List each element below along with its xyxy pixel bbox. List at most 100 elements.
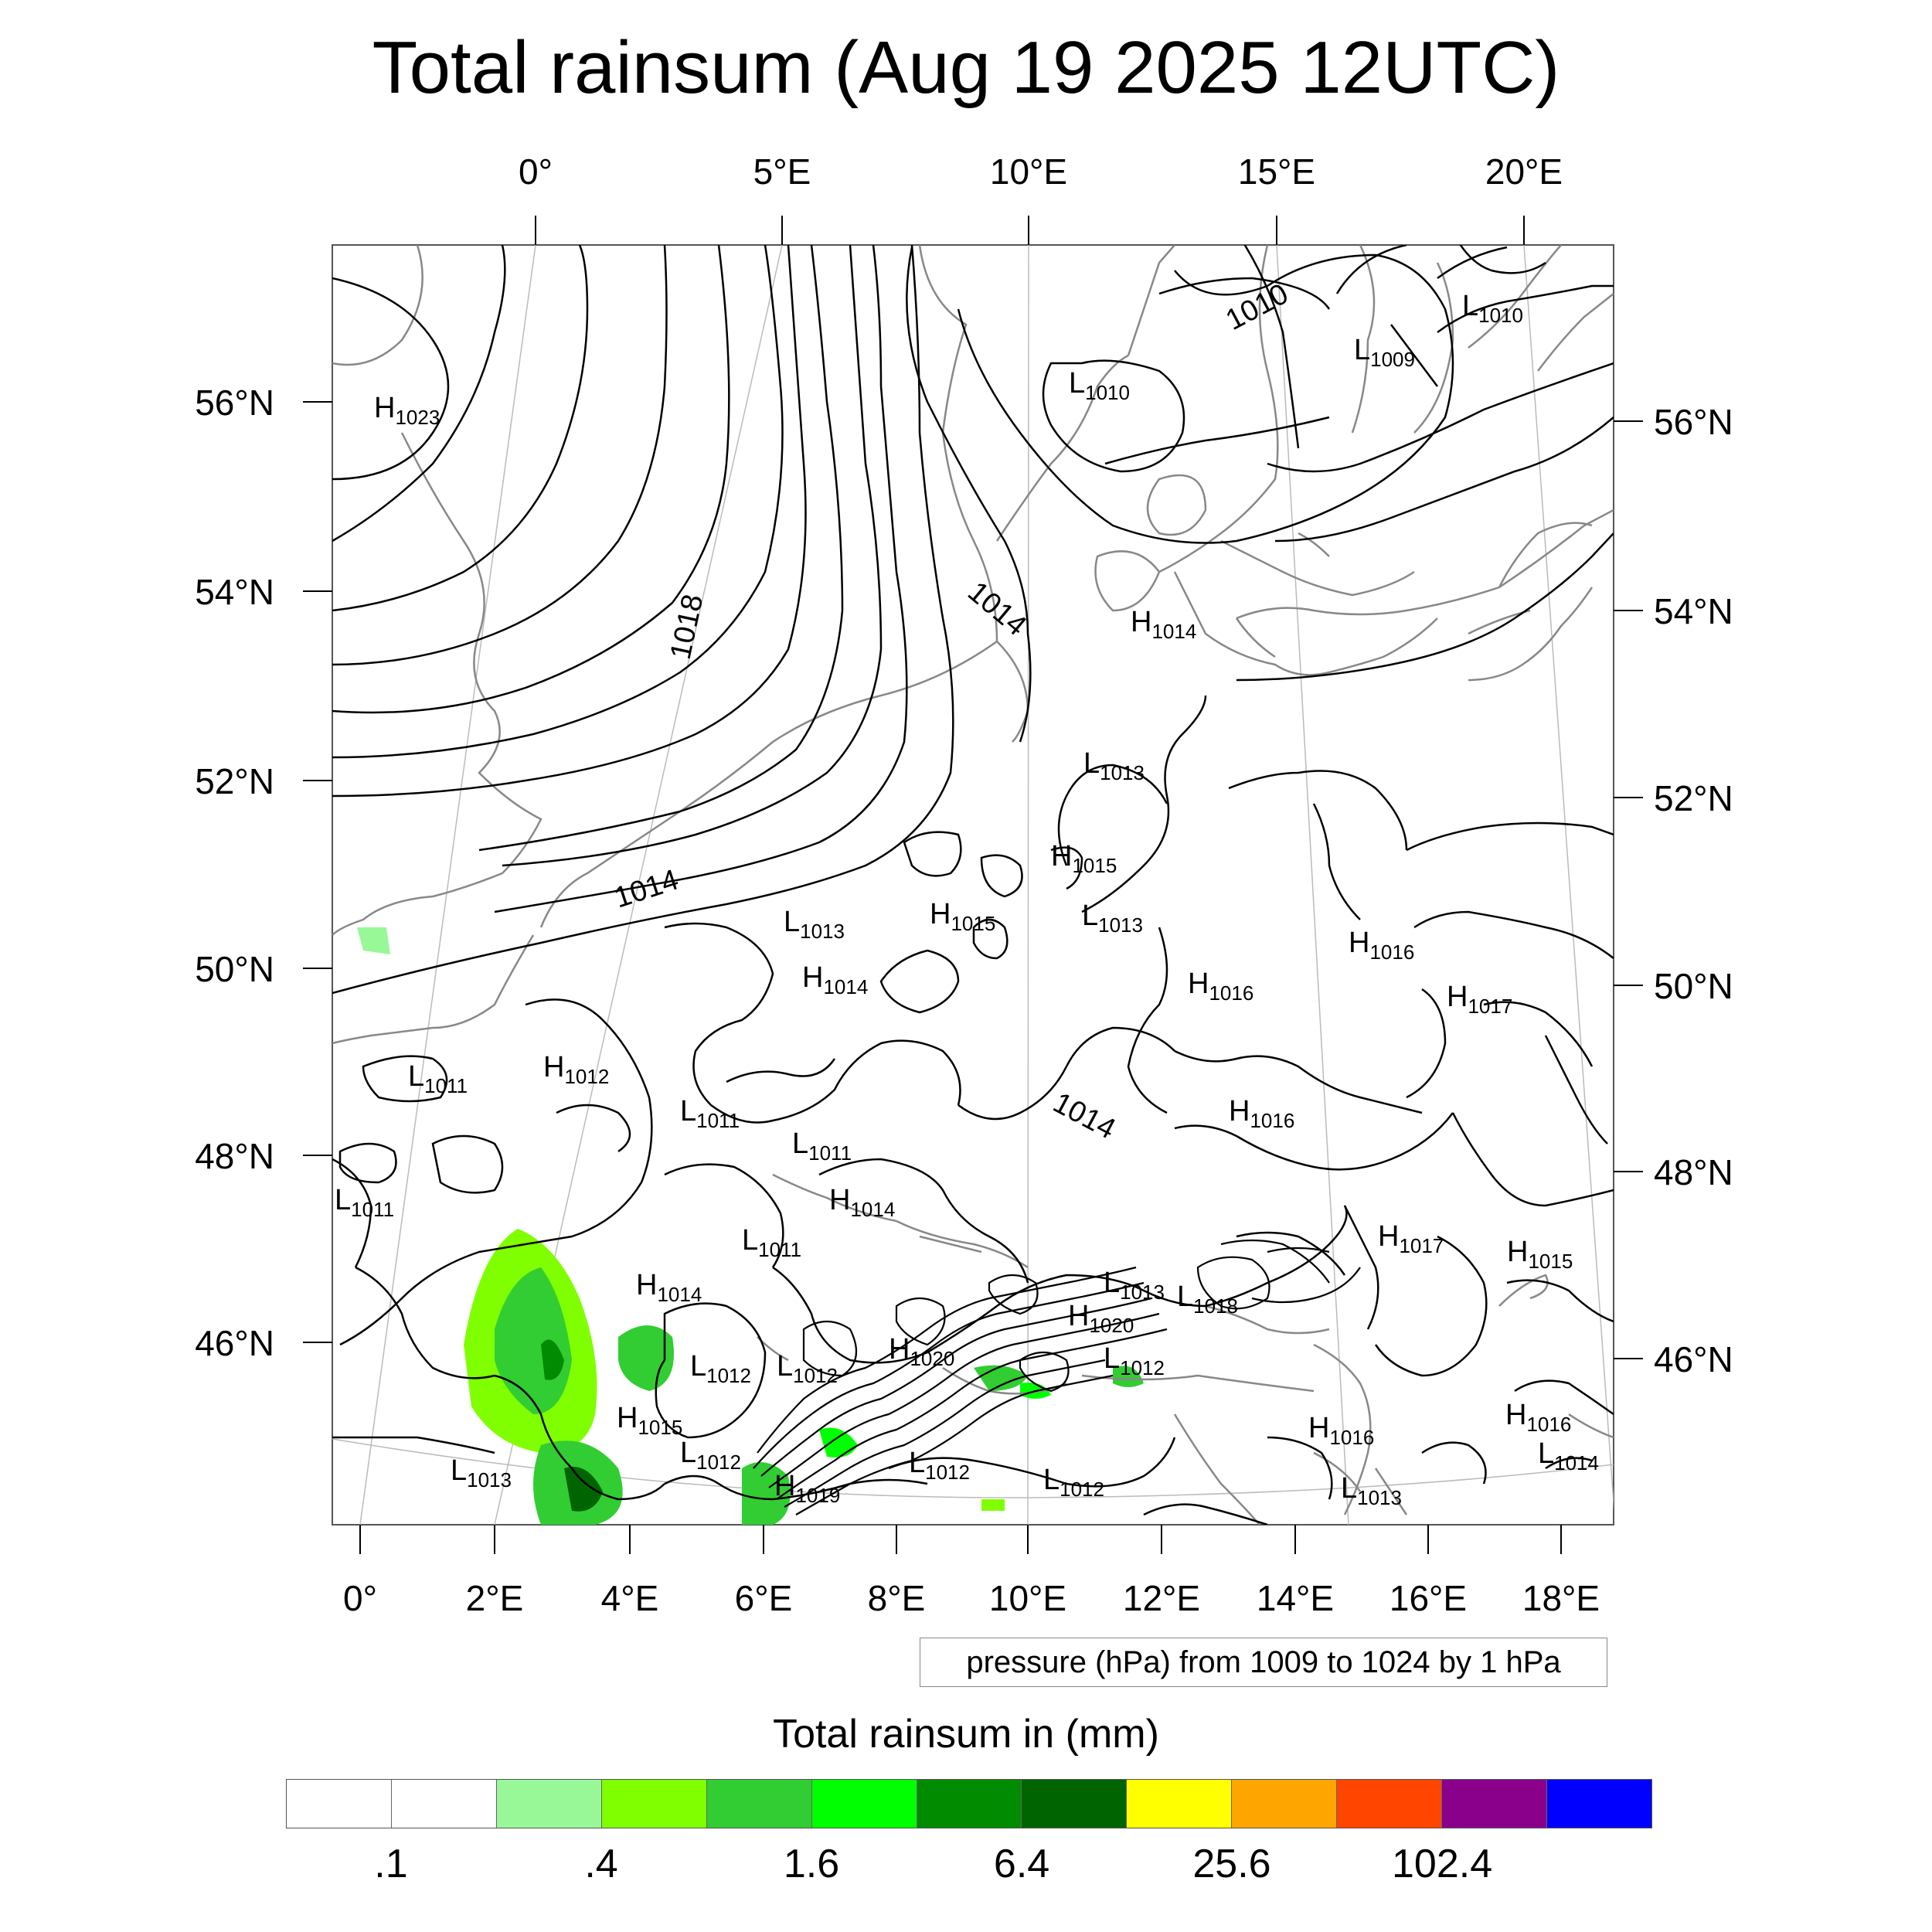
- bottom-lon-label: 8°E: [868, 1578, 926, 1618]
- pressure-center-high: H1012: [543, 1051, 609, 1088]
- bottom-lon-label: 18°E: [1522, 1578, 1600, 1618]
- pressure-center-high: H1014: [829, 1184, 895, 1221]
- pressure-center-high: H1017: [1447, 981, 1512, 1018]
- right-lat-label: 46°N: [1654, 1339, 1733, 1379]
- right-latitude-labels: 56°N 54°N 52°N 50°N 48°N 46°N: [1654, 402, 1733, 1379]
- colorbar-label: 6.4: [993, 1842, 1050, 1886]
- left-lat-label: 52°N: [195, 761, 274, 801]
- rain-area-jura: [618, 1325, 674, 1391]
- pressure-center-high: H1020: [889, 1333, 954, 1370]
- colorbar-label: 1.6: [783, 1842, 840, 1886]
- colorbar-swatch: [1337, 1780, 1443, 1828]
- pressure-center-low: L1013: [451, 1454, 512, 1492]
- bottom-lon-label: 6°E: [735, 1578, 793, 1618]
- pressure-center-low: L1013: [1083, 747, 1145, 784]
- pressure-center-high: H1014: [1131, 606, 1196, 643]
- left-lat-label: 46°N: [195, 1323, 274, 1363]
- bottom-lon-label: 14°E: [1257, 1578, 1334, 1618]
- bottom-lon-label: 12°E: [1123, 1578, 1200, 1618]
- left-lat-label: 50°N: [195, 949, 274, 989]
- axis-ticks: [303, 216, 1643, 1554]
- colorbar-swatch: [1127, 1780, 1233, 1828]
- pressure-center-low: L1018: [1177, 1281, 1238, 1318]
- rain-area-alps-2: [974, 1365, 1028, 1391]
- top-lon-label: 15°E: [1238, 151, 1315, 192]
- pressure-center-high: H1016: [1188, 968, 1253, 1005]
- top-lon-label: 0°: [519, 151, 553, 192]
- pressure-center-high: H1014: [802, 961, 868, 998]
- right-lat-label: 50°N: [1654, 966, 1733, 1006]
- colorbar-label: .1: [374, 1842, 408, 1886]
- pressure-center-high: H1019: [774, 1470, 840, 1507]
- left-latitude-labels: 56°N 54°N 52°N 50°N 48°N 46°N: [195, 383, 274, 1363]
- colorbar-label: .4: [584, 1842, 618, 1886]
- map-title: Total rainsum (Aug 19 2025 12UTC): [372, 26, 1560, 109]
- pressure-center-high: H1016: [1349, 927, 1414, 964]
- pressure-center-low: L1013: [1082, 900, 1143, 937]
- bottom-lon-label: 10°E: [989, 1578, 1066, 1618]
- colorbar-swatch: [1022, 1780, 1128, 1828]
- rain-area-tiny-1: [981, 1499, 1005, 1511]
- right-lat-label: 48°N: [1654, 1152, 1733, 1192]
- pressure-center-low: L1014: [1538, 1437, 1599, 1475]
- left-lat-label: 56°N: [195, 383, 274, 423]
- bottom-longitude-labels: 0° 2°E 4°E 6°E 8°E 10°E 12°E 14°E 16°E 1…: [343, 1578, 1600, 1618]
- colorbar-swatch: [811, 1780, 917, 1828]
- colorbar-swatch: [1547, 1780, 1651, 1828]
- pressure-center-low: L1012: [1043, 1464, 1104, 1501]
- pressure-center-high: H1014: [636, 1269, 702, 1306]
- pressure-center-high: H1015: [930, 898, 995, 935]
- pressure-center-low: L1011: [742, 1224, 801, 1261]
- colorbar-swatch: [496, 1780, 602, 1828]
- pressure-center-high: H1020: [1068, 1300, 1134, 1337]
- pressure-center-low: L1011: [792, 1128, 852, 1165]
- bottom-lon-label: 0°: [343, 1578, 377, 1618]
- pressure-center-low: L1013: [1104, 1267, 1165, 1304]
- right-lat-label: 54°N: [1654, 591, 1733, 631]
- rain-area-south-west-core: [564, 1467, 603, 1512]
- pressure-center-high: H1016: [1308, 1412, 1374, 1449]
- rainfall-shading: [357, 927, 1144, 1525]
- rain-area-small-west: [357, 927, 390, 954]
- pressure-center-high: H1017: [1378, 1220, 1444, 1257]
- rain-area-alps-4: [1113, 1366, 1144, 1387]
- pressure-center-low: L1012: [680, 1437, 741, 1474]
- colorbar-swatch: [601, 1780, 707, 1828]
- isobars: [332, 245, 1614, 1525]
- bottom-lon-label: 2°E: [466, 1578, 524, 1618]
- pressure-center-low: L1012: [909, 1447, 970, 1484]
- pressure-center-low: L1012: [777, 1350, 838, 1387]
- pressure-center-low: L1012: [1104, 1342, 1165, 1379]
- pressure-center-high: H1015: [617, 1402, 682, 1439]
- colorbar-swatch: [1442, 1780, 1548, 1828]
- pressure-center-low: L1009: [1354, 334, 1415, 371]
- left-lat-label: 48°N: [195, 1136, 274, 1176]
- colorbar-labels: .1 .4 1.6 6.4 25.6 102.4: [286, 1839, 1652, 1893]
- top-lon-label: 5°E: [753, 151, 811, 192]
- pressure-center-high: H1016: [1229, 1095, 1294, 1132]
- left-lat-label: 54°N: [195, 572, 274, 612]
- colorbar-label: 25.6: [1192, 1842, 1271, 1886]
- pressure-center-high: H1016: [1505, 1399, 1571, 1436]
- top-lon-label: 20°E: [1485, 151, 1563, 192]
- rain-area-alps-west: [742, 1462, 791, 1525]
- bottom-lon-label: 16°E: [1389, 1578, 1467, 1618]
- top-longitude-labels: 0° 5°E 10°E 15°E 20°E: [519, 151, 1563, 192]
- pressure-center-high: H1023: [374, 392, 440, 429]
- pressure-center-low: L1010: [1069, 367, 1130, 404]
- rain-area-west-core: [541, 1339, 564, 1380]
- pressure-info-box: pressure (hPa) from 1009 to 1024 by 1 hP…: [920, 1638, 1607, 1687]
- pressure-center-low: L1013: [1341, 1472, 1402, 1509]
- pressure-center-low: L1011: [335, 1184, 394, 1221]
- pressure-centers: H1023 L1010 L1009 L1010 H1014 L1013 H101…: [335, 290, 1599, 1509]
- colorbar-title: Total rainsum in (mm): [773, 1712, 1159, 1757]
- pressure-center-low: L1011: [408, 1060, 468, 1097]
- colorbar-swatch: [287, 1780, 392, 1828]
- alpine-isobars: [753, 1239, 1361, 1515]
- top-lon-label: 10°E: [990, 151, 1067, 192]
- coastlines: [332, 245, 1614, 1525]
- right-lat-label: 52°N: [1654, 778, 1733, 818]
- pressure-center-low: L1012: [690, 1350, 751, 1387]
- pressure-center-low: L1011: [680, 1095, 740, 1132]
- pressure-center-high: H1015: [1507, 1236, 1573, 1273]
